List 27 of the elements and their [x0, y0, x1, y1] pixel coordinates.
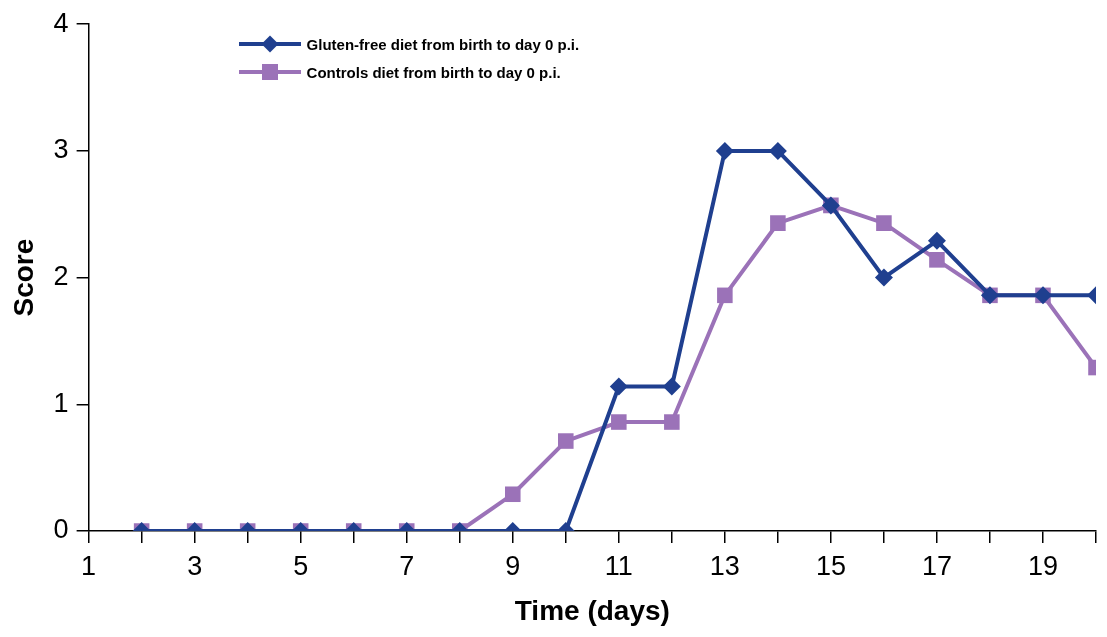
y-tick-label: 1 [53, 387, 69, 418]
x-tick-label: 13 [709, 550, 740, 581]
point [662, 377, 681, 396]
y-tick-label: 3 [53, 134, 69, 165]
x-tick-label: 1 [81, 550, 97, 581]
y-axis-title: Score [7, 238, 39, 317]
point [770, 215, 786, 231]
legend-label: Gluten-free diet from birth to day 0 p.i. [306, 35, 580, 53]
point [874, 268, 893, 287]
point [876, 215, 892, 231]
point [717, 287, 733, 304]
x-axis-title: Time (days) [514, 594, 670, 626]
legend-label: Controls diet from birth to day 0 p.i. [306, 63, 561, 81]
x-tick-label: 15 [815, 550, 846, 581]
y-tick-label: 2 [53, 261, 69, 292]
x-tick-label: 11 [604, 550, 633, 581]
x-tick-label: 19 [1027, 550, 1058, 581]
x-tick-label: 7 [399, 550, 415, 581]
point [929, 252, 945, 268]
y-tick-label: 4 [53, 7, 69, 38]
point [927, 231, 946, 250]
y-tick-label: 0 [53, 514, 69, 545]
x-tick-label: 3 [187, 550, 203, 581]
x-tick-label: 9 [505, 550, 521, 581]
x-tick-label: 17 [921, 550, 952, 581]
point [609, 377, 628, 396]
x-tick-label: 5 [293, 550, 309, 581]
